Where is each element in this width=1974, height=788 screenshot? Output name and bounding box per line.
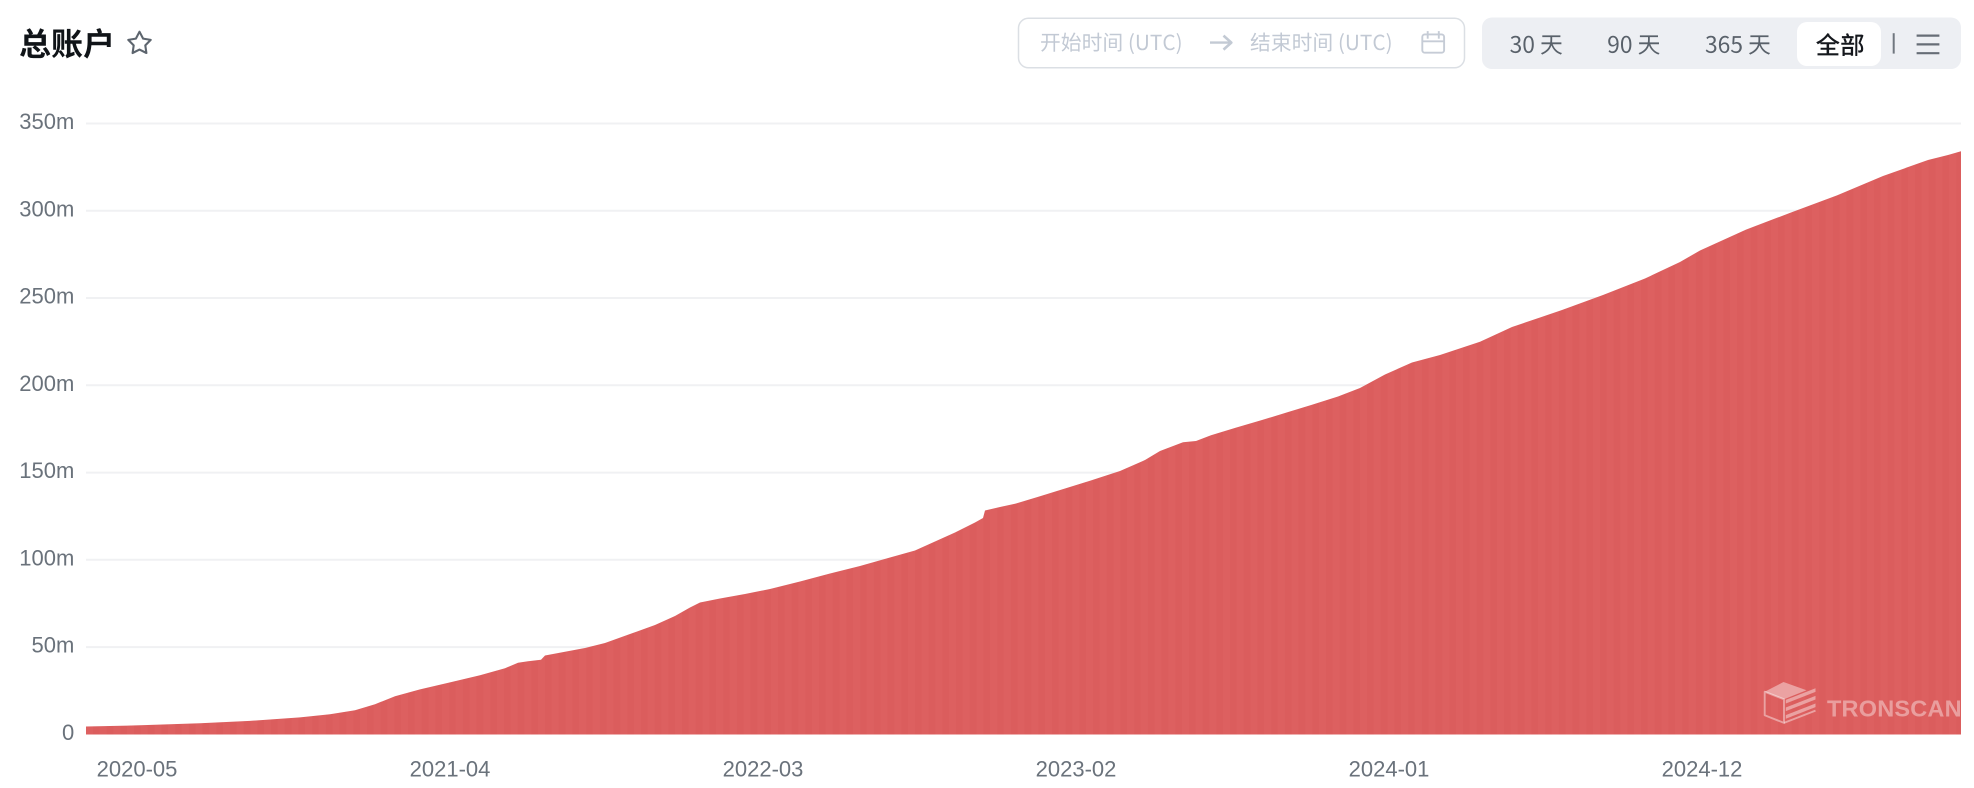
svg-text:250m: 250m — [19, 284, 74, 309]
svg-text:350m: 350m — [19, 109, 74, 134]
svg-text:2021-04: 2021-04 — [410, 757, 491, 782]
svg-text:200m: 200m — [19, 371, 74, 396]
svg-text:2023-02: 2023-02 — [1036, 757, 1117, 782]
svg-text:100m: 100m — [19, 545, 74, 570]
svg-text:50m: 50m — [32, 633, 75, 658]
svg-text:2024-12: 2024-12 — [1662, 757, 1743, 782]
svg-text:150m: 150m — [19, 458, 74, 483]
svg-text:2020-05: 2020-05 — [97, 757, 178, 782]
svg-text:2022-03: 2022-03 — [723, 757, 804, 782]
svg-text:300m: 300m — [19, 196, 74, 221]
svg-text:2024-01: 2024-01 — [1349, 757, 1430, 782]
svg-text:TRONSCAN: TRONSCAN — [1827, 696, 1962, 722]
svg-text:0: 0 — [62, 720, 74, 745]
